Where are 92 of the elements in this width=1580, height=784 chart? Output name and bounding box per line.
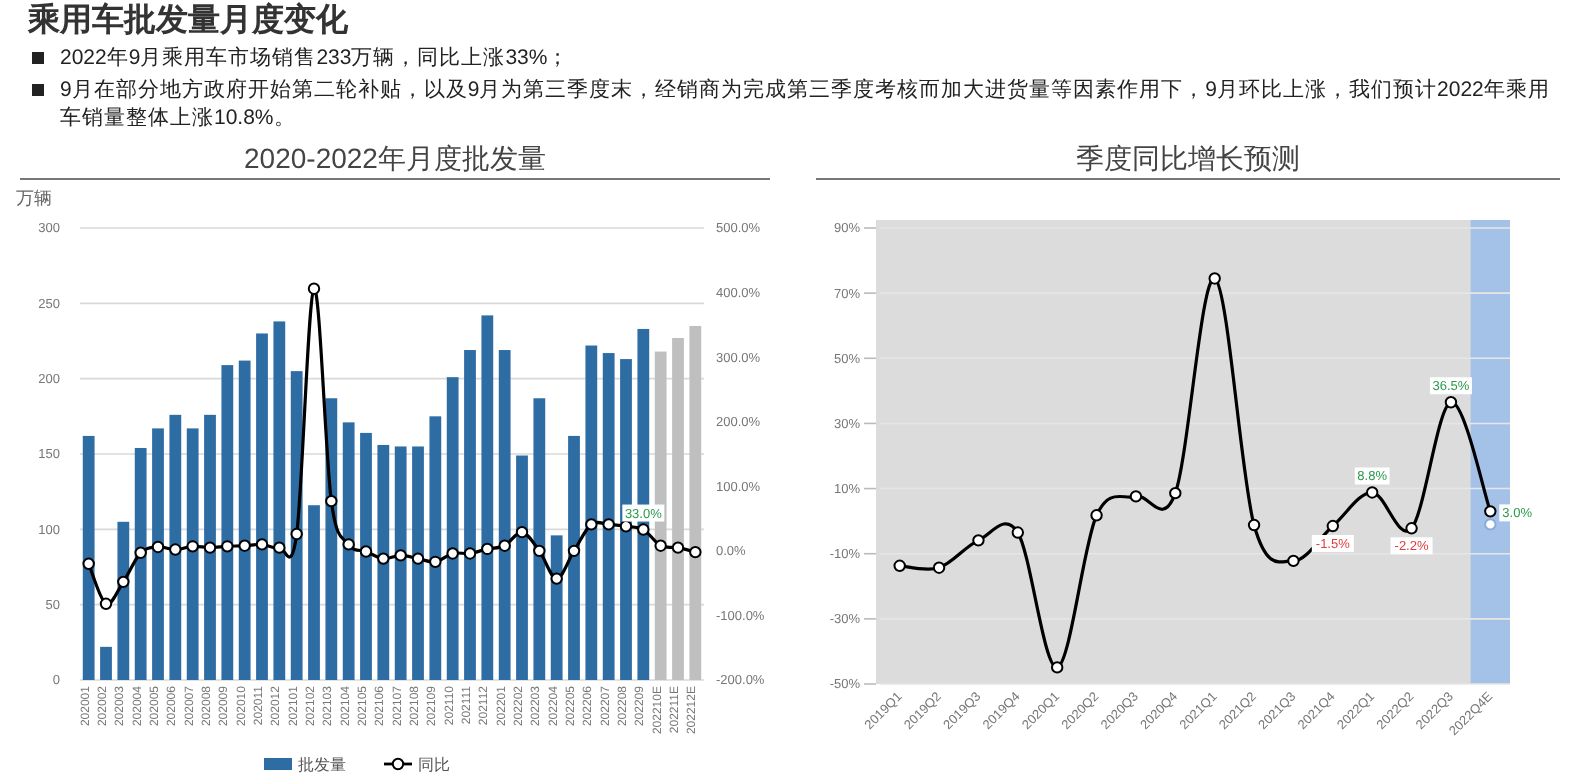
point bbox=[689, 545, 702, 559]
chart-title: 2020-2022年月度批发量 bbox=[20, 140, 770, 180]
point bbox=[1247, 518, 1261, 532]
bar bbox=[585, 345, 598, 680]
point bbox=[377, 552, 390, 565]
point bbox=[255, 538, 269, 551]
bar bbox=[412, 446, 424, 680]
point bbox=[893, 559, 906, 572]
point bbox=[972, 534, 985, 547]
bar bbox=[550, 535, 563, 680]
point bbox=[446, 547, 459, 560]
point bbox=[273, 541, 286, 554]
point bbox=[1444, 396, 1458, 409]
point bbox=[290, 527, 303, 541]
bar bbox=[446, 377, 459, 680]
bar bbox=[394, 446, 407, 680]
bar bbox=[100, 646, 112, 680]
point bbox=[325, 494, 338, 508]
bar bbox=[464, 350, 476, 680]
point bbox=[567, 544, 581, 558]
bar bbox=[238, 360, 251, 680]
bar bbox=[481, 315, 494, 680]
point bbox=[169, 543, 182, 556]
bar bbox=[602, 353, 615, 680]
point bbox=[932, 561, 946, 574]
point bbox=[394, 549, 407, 562]
bar bbox=[568, 435, 580, 680]
y-axis-title: 万辆 bbox=[16, 188, 52, 208]
bar bbox=[429, 416, 442, 680]
legend-label: 同比 bbox=[418, 756, 450, 774]
point bbox=[1484, 505, 1497, 518]
point bbox=[619, 520, 633, 533]
point bbox=[463, 547, 477, 560]
bar bbox=[360, 432, 372, 680]
bar bbox=[533, 398, 546, 680]
text: 乘用车批发量月度变化 bbox=[28, 0, 348, 42]
bar bbox=[134, 447, 147, 680]
point bbox=[1090, 509, 1103, 522]
bar bbox=[221, 365, 234, 680]
point bbox=[1405, 522, 1418, 535]
point bbox=[151, 540, 165, 554]
bar bbox=[308, 505, 320, 680]
chart-title: 季度同比增长预测 bbox=[816, 140, 1560, 180]
point bbox=[481, 542, 494, 556]
point bbox=[1326, 519, 1340, 533]
point bbox=[515, 525, 529, 539]
bar bbox=[516, 455, 528, 680]
bar bbox=[186, 428, 199, 680]
point bbox=[307, 282, 321, 295]
bar bbox=[256, 333, 268, 680]
point bbox=[585, 518, 598, 531]
point bbox=[134, 546, 147, 559]
point bbox=[602, 518, 615, 531]
bar bbox=[82, 435, 95, 680]
point bbox=[1484, 518, 1497, 531]
bar bbox=[672, 337, 684, 680]
bar bbox=[169, 414, 182, 680]
point bbox=[221, 540, 234, 553]
point bbox=[1050, 661, 1064, 674]
point bbox=[671, 541, 685, 554]
point bbox=[429, 555, 442, 569]
point bbox=[342, 538, 355, 551]
point bbox=[99, 597, 113, 611]
bar bbox=[498, 350, 511, 680]
bar bbox=[342, 422, 355, 680]
point bbox=[1208, 272, 1221, 285]
point bbox=[203, 541, 217, 554]
point bbox=[1169, 486, 1182, 500]
point bbox=[1287, 554, 1300, 568]
legend-label: 批发量 bbox=[298, 756, 346, 774]
point bbox=[1011, 526, 1025, 539]
point bbox=[1365, 486, 1379, 499]
text: 9月在部分地方政府开始第二轮补贴，以及9月为第三季度末，经销商为完成第三季度考核而加大进货量等因素作用下，9月环比上涨，我们预计2022年乘用车销量整体上涨10.8%。 bbox=[60, 78, 1550, 130]
bar bbox=[117, 521, 130, 680]
point bbox=[186, 540, 199, 553]
point bbox=[82, 557, 95, 570]
point bbox=[498, 539, 511, 552]
point bbox=[359, 545, 373, 558]
point bbox=[533, 544, 546, 558]
bar bbox=[152, 428, 164, 680]
point bbox=[654, 539, 667, 552]
point bbox=[117, 575, 130, 589]
point bbox=[550, 572, 563, 585]
bar bbox=[204, 414, 216, 680]
bar bbox=[689, 325, 702, 680]
point bbox=[411, 552, 425, 565]
point bbox=[1129, 490, 1143, 503]
bar bbox=[377, 444, 390, 680]
point bbox=[637, 523, 650, 536]
point bbox=[238, 539, 251, 552]
text: 2022年9月乘用车市场销售233万辆，同比上涨33%； bbox=[60, 46, 570, 70]
bar bbox=[273, 321, 286, 680]
